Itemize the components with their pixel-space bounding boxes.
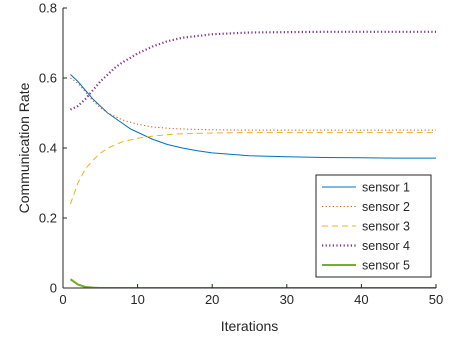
y-tick-label: 0.8 (39, 1, 57, 16)
x-tick-label: 50 (429, 292, 443, 307)
axes: 0 10 20 30 40 50 0 0.2 0.4 0.6 0.8 Iterations Commun… (16, 1, 443, 335)
legend-label-2: sensor 2 (362, 200, 410, 214)
plot-area (69, 30, 436, 288)
y-tick-label: 0.4 (39, 141, 57, 156)
y-tick-label: 0 (50, 281, 57, 296)
series-line-4 (69, 30, 436, 111)
x-tick-label: 40 (354, 292, 368, 307)
x-tick-label: 20 (205, 292, 219, 307)
legend-label-3: sensor 3 (362, 220, 410, 234)
x-tick-label: 30 (280, 292, 294, 307)
y-tick-label: 0.2 (39, 211, 57, 226)
legend: sensor 1 sensor 2 sensor 3 sensor 4 sensor 5 (315, 174, 432, 278)
x-axis-label: Iterations (221, 318, 279, 334)
legend-label-1: sensor 1 (362, 181, 410, 195)
x-tick-label: 10 (130, 292, 144, 307)
series-line-1 (70, 74, 436, 159)
y-tick-label: 0.6 (39, 71, 57, 86)
legend-label-5: sensor 5 (362, 259, 410, 273)
x-tick-label: 0 (59, 292, 66, 307)
series-line-2 (70, 77, 436, 131)
series-line-5 (69, 278, 436, 288)
series-line-3 (69, 132, 436, 205)
y-axis-label: Communication Rate (16, 82, 32, 213)
legend-label-4: sensor 4 (362, 239, 410, 253)
